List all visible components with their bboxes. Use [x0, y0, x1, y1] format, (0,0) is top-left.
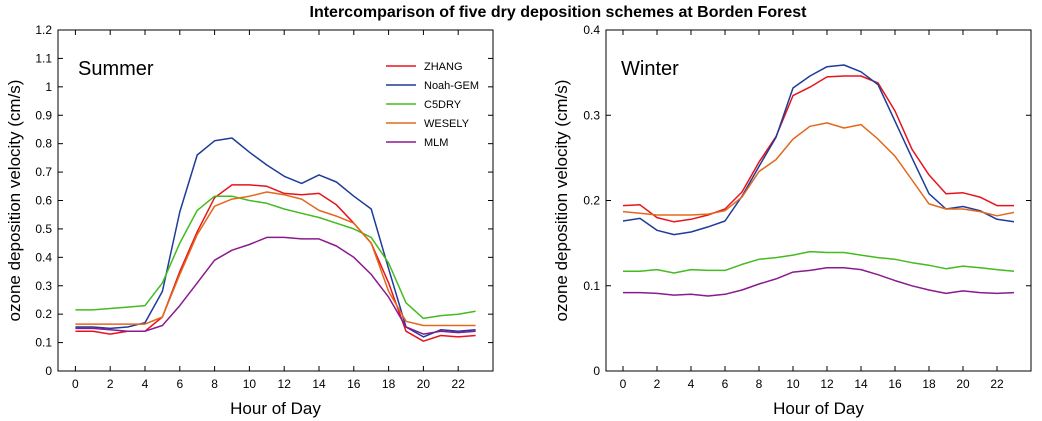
x-tick-label: 18 — [922, 377, 936, 391]
x-tick-label: 6 — [722, 377, 729, 391]
x-tick-label: 22 — [990, 377, 1004, 391]
series-line-c5dry — [75, 195, 476, 320]
y-axis-label: ozone deposition velocity (cm/s) — [5, 80, 24, 322]
series-line-wesely — [622, 122, 1015, 217]
plot-area — [57, 29, 494, 372]
y-tick-label: 0.1 — [583, 279, 600, 293]
legend-entry: ZHANG — [424, 61, 463, 73]
x-tick-label: 10 — [243, 377, 257, 391]
x-tick-label: 18 — [382, 377, 396, 391]
legend-entry: C5DRY — [424, 99, 462, 111]
y-tick-label: 0.2 — [583, 194, 600, 208]
x-tick-label: 0 — [620, 377, 627, 391]
x-tick-label: 10 — [786, 377, 800, 391]
y-tick-label: 0.4 — [35, 250, 52, 264]
y-tick-label: 0.3 — [583, 108, 600, 122]
y-tick-label: 0.4 — [583, 23, 600, 37]
x-tick-label: 6 — [176, 377, 183, 391]
x-tick-label: 2 — [654, 377, 661, 391]
x-tick-label: 20 — [956, 377, 970, 391]
x-tick-label: 16 — [888, 377, 902, 391]
x-tick-label: 0 — [72, 377, 79, 391]
y-tick-label: 1 — [45, 80, 52, 94]
y-tick-label: 0 — [45, 364, 52, 378]
x-tick-label: 4 — [688, 377, 695, 391]
x-tick-label: 8 — [211, 377, 218, 391]
x-tick-label: 12 — [820, 377, 834, 391]
series-line-mlm — [623, 267, 1015, 297]
y-tick-label: 0.1 — [35, 336, 52, 350]
x-tick-label: 14 — [854, 377, 868, 391]
figure-title: Intercomparison of five dry deposition s… — [310, 4, 808, 21]
y-tick-label: 0.8 — [35, 137, 52, 151]
legend-entry: MLM — [424, 137, 448, 149]
x-tick-label: 16 — [347, 377, 361, 391]
y-tick-label: 0.6 — [35, 194, 52, 208]
x-tick-label: 8 — [756, 377, 763, 391]
y-axis-label: ozone deposition velocity (cm/s) — [552, 80, 571, 322]
y-tick-label: 0.3 — [35, 279, 52, 293]
panel-label: Summer — [78, 58, 154, 80]
x-tick-label: 20 — [417, 377, 431, 391]
summer-panel: 0 2 4 6 8 10 12 14 16 18 20 22 0 0.1 0.2 0.3 0.4 0.5 0.6 0.… — [5, 23, 494, 418]
x-tick-label: 4 — [142, 377, 149, 391]
series-line-wesely — [75, 191, 476, 327]
y-tick-label: 0.9 — [35, 108, 52, 122]
series-line-zhang — [622, 75, 1014, 223]
series-line-mlm — [75, 236, 476, 335]
x-tick-label: 12 — [278, 377, 292, 391]
x-axis-label: Hour of Day — [230, 399, 321, 418]
series-line-c5dry — [623, 250, 1015, 274]
x-axis-label: Hour of Day — [773, 399, 864, 418]
legend-entry: WESELY — [424, 118, 470, 130]
y-tick-label: 0.2 — [35, 307, 52, 321]
y-tick-label: 1.1 — [35, 51, 52, 65]
y-tick-label: 0.7 — [35, 165, 52, 179]
x-tick-label: 14 — [312, 377, 326, 391]
x-tick-label: 22 — [452, 377, 466, 391]
legend: ZHANG Noah-GEM C5DRY WESELY MLM — [386, 61, 479, 149]
plot-area — [605, 29, 1032, 372]
x-tick-label: 2 — [107, 377, 114, 391]
y-tick-label: 0 — [593, 364, 600, 378]
legend-entry: Noah-GEM — [424, 80, 479, 92]
winter-panel: 0 2 4 6 8 10 12 14 16 18 20 22 0 0.1 0.2 0.3 0.4 Hour of … — [552, 23, 1032, 418]
y-tick-label: 0.5 — [35, 222, 52, 236]
y-tick-label: 1.2 — [35, 23, 52, 37]
panel-label: Winter — [621, 58, 679, 80]
